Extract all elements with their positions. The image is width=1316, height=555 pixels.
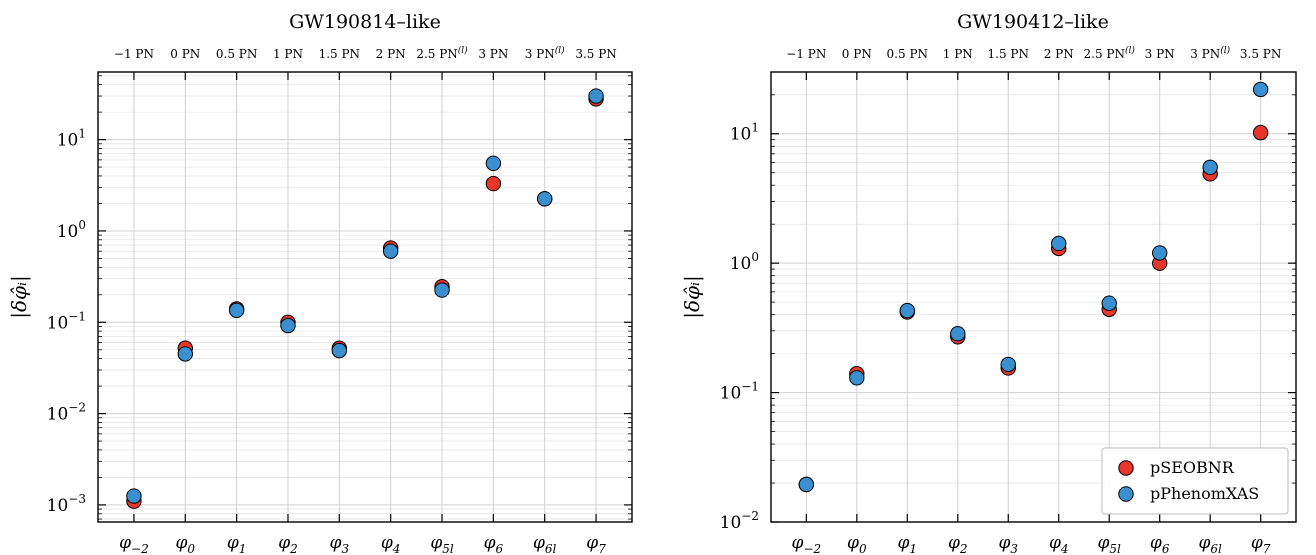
top-axis-label: 2 PN [1044,47,1074,61]
y-tick-label: 101 [57,127,86,151]
top-axis-label: 3.5 PN [575,47,616,61]
pphenomxas-point [228,302,245,319]
pphenomxas-point [537,191,553,207]
x-tick-label: φ2 [278,533,298,555]
legend-marker [1118,486,1134,502]
x-tick-label: φ1 [898,533,918,555]
pseobnr-point [485,175,502,192]
pphenomxas-point [280,317,296,334]
x-tick-label: φ3 [330,533,350,555]
pphenomxas-point [1000,356,1016,373]
top-axis-label: 2 PN [376,47,406,61]
x-tick-label: φ6l [533,533,557,555]
x-tick-label: φ6 [1150,533,1170,555]
chart-title: GW190814–like [289,11,441,33]
pphenomxas-point [1202,159,1218,176]
x-tick-label: φ0 [847,533,867,555]
top-axis-label: 2.5 PN(l) [416,45,468,61]
pphenomxas-point [1252,81,1269,98]
top-axis-label: 3 PN(l) [525,45,565,61]
top-axis-label: 3 PN(l) [1190,45,1230,61]
pphenomxas-point [1101,295,1117,311]
y-tick-label: 10−3 [47,492,86,516]
top-axis-label: 2.5 PN(l) [1084,45,1136,61]
x-tick-label: φ6l [1198,533,1222,555]
pphenomxas-point [899,302,915,319]
top-axis-label: 3 PN [1145,47,1175,61]
pphenomxas-point [126,488,142,504]
x-tick-label: φ7 [586,533,606,555]
pphenomxas-point [382,243,399,259]
legend-label: pPhenomXAS [1150,484,1259,503]
top-axis-label: 1 PN [273,47,303,61]
x-tick-label: φ4 [1049,533,1069,555]
pphenomxas-point [485,155,502,172]
x-tick-label: φ−2 [792,533,822,555]
top-axis-label: 0 PN [170,47,200,61]
pphenomxas-point [177,346,193,362]
pphenomxas-point [849,370,865,386]
y-tick-label: 10−2 [47,401,86,425]
top-axis-label: 3 PN [478,47,508,61]
pphenomxas-point [1051,235,1067,252]
pphenomxas-point [331,342,348,359]
x-tick-label: φ3 [998,533,1018,555]
x-tick-label: φ5l [1098,533,1122,555]
chart-title: GW190412–like [957,11,1109,33]
legend-label: pSEOBNR [1150,458,1235,477]
y-tick-label: 101 [730,121,759,145]
top-axis-label: −1 PN [114,47,154,61]
y-tick-label: 10−2 [720,509,759,533]
x-tick-label: φ−2 [119,533,149,555]
top-axis-label: 1 PN [943,47,973,61]
x-tick-label: φ6 [484,533,504,555]
panel-1: 10−3 10−2 10−1 100 101 φ−2 −1 PN φ0 0 PN φ1 0.5 PN… [7,11,633,555]
pphenomxas-point [1152,245,1168,261]
pseobnr-point [1252,124,1269,141]
pphenomxas-point [434,282,450,298]
y-tick-label: 100 [57,218,86,242]
top-axis-label: 1.5 PN [319,47,360,61]
x-tick-label: φ7 [1251,533,1271,555]
x-tick-label: φ4 [381,533,401,555]
pphenomxas-point [588,88,604,104]
pphenomxas-point [950,326,966,342]
y-axis-label: |δφ̂ᵢ| [7,275,32,319]
panel-2: 10−2 10−1 100 101 φ−2 −1 PN φ0 0 PN φ1 0.5 PN φ2 1 … [680,11,1297,555]
x-tick-label: φ2 [948,533,968,555]
x-tick-label: φ1 [227,533,247,555]
top-axis-label: −1 PN [786,47,826,61]
y-tick-label: 100 [730,250,759,274]
y-tick-label: 10−1 [47,309,86,333]
axes-frame [770,71,1297,523]
top-axis-label: 3.5 PN [1240,47,1281,61]
y-tick-label: 10−1 [720,380,759,404]
top-axis-label: 1.5 PN [988,47,1029,61]
x-tick-label: φ0 [176,533,196,555]
axes-frame [97,71,633,523]
top-axis-label: 0 PN [842,47,872,61]
x-tick-label: φ5l [430,533,454,555]
top-axis-label: 0.5 PN [216,47,257,61]
top-axis-label: 0.5 PN [887,47,928,61]
legend-box [1101,447,1289,515]
y-axis-label: |δφ̂ᵢ| [680,275,705,319]
pphenomxas-point [798,476,815,493]
legend-marker [1118,460,1134,476]
